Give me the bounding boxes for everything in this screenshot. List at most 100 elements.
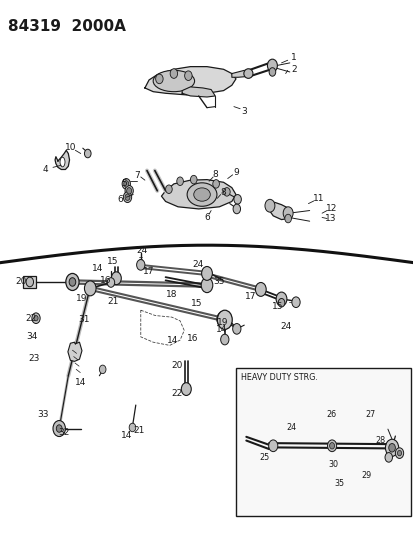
Circle shape (394, 448, 403, 458)
Circle shape (264, 199, 274, 212)
Text: 14: 14 (167, 336, 178, 344)
Circle shape (384, 453, 392, 462)
Ellipse shape (153, 70, 194, 92)
Circle shape (233, 204, 240, 214)
Circle shape (99, 365, 106, 374)
Text: 11: 11 (312, 194, 324, 203)
Text: 33: 33 (38, 410, 49, 419)
Ellipse shape (243, 69, 252, 78)
Text: 84319  2000A: 84319 2000A (8, 19, 126, 34)
Text: 17: 17 (244, 292, 256, 301)
Circle shape (223, 188, 230, 196)
Circle shape (255, 282, 266, 296)
Text: 23: 23 (28, 354, 40, 362)
Circle shape (201, 278, 212, 293)
Circle shape (122, 179, 130, 189)
Circle shape (165, 185, 172, 193)
Text: 20: 20 (171, 361, 183, 369)
Circle shape (267, 59, 277, 72)
Circle shape (176, 177, 183, 185)
Circle shape (284, 214, 291, 223)
Text: 29: 29 (361, 471, 371, 480)
Circle shape (268, 440, 277, 451)
Text: 6: 6 (204, 213, 209, 222)
Circle shape (123, 181, 128, 187)
Text: 24: 24 (192, 260, 203, 269)
Text: 24: 24 (279, 322, 291, 330)
Circle shape (181, 383, 191, 395)
Circle shape (125, 185, 133, 196)
Text: 10: 10 (64, 143, 76, 151)
Circle shape (201, 266, 212, 280)
Circle shape (275, 292, 286, 306)
Text: 16: 16 (100, 277, 111, 285)
Circle shape (123, 192, 131, 203)
Polygon shape (231, 70, 247, 77)
Text: 34: 34 (26, 333, 38, 341)
Circle shape (388, 443, 394, 452)
Text: 20: 20 (16, 278, 27, 286)
Text: 14: 14 (91, 264, 103, 272)
Text: 30: 30 (328, 461, 338, 470)
Text: 14: 14 (120, 431, 132, 440)
Circle shape (155, 74, 163, 84)
Text: 25: 25 (259, 454, 269, 462)
Circle shape (26, 277, 33, 287)
Circle shape (136, 260, 145, 270)
Circle shape (170, 69, 177, 78)
Circle shape (327, 440, 336, 451)
Text: 31: 31 (78, 316, 89, 324)
Circle shape (220, 334, 228, 345)
Polygon shape (268, 201, 289, 220)
Text: 6: 6 (117, 196, 123, 204)
Circle shape (129, 423, 135, 432)
Circle shape (126, 188, 131, 194)
Circle shape (216, 312, 228, 327)
Circle shape (212, 180, 219, 188)
Text: 13: 13 (325, 214, 336, 223)
Text: 1: 1 (290, 53, 296, 62)
Text: 32: 32 (58, 429, 70, 437)
Polygon shape (68, 342, 82, 361)
Circle shape (53, 421, 65, 437)
Ellipse shape (60, 157, 65, 167)
Text: 22: 22 (25, 314, 37, 323)
Text: 18: 18 (166, 290, 177, 299)
Ellipse shape (187, 183, 216, 206)
Text: 22: 22 (171, 389, 183, 398)
Text: 17: 17 (143, 268, 154, 276)
Circle shape (385, 439, 398, 456)
Circle shape (111, 272, 121, 285)
Circle shape (268, 68, 275, 76)
Bar (235, 368, 410, 516)
Text: 14: 14 (215, 325, 227, 334)
Circle shape (34, 316, 38, 321)
Polygon shape (55, 150, 69, 169)
Text: 35: 35 (213, 277, 225, 286)
Circle shape (125, 194, 130, 200)
Text: 14: 14 (75, 378, 86, 387)
Text: 21: 21 (133, 426, 144, 435)
Text: HEAVY DUTY STRG.: HEAVY DUTY STRG. (240, 373, 317, 382)
Text: 19: 19 (76, 294, 88, 303)
Text: 3: 3 (241, 108, 247, 116)
Text: 15: 15 (107, 257, 118, 265)
Circle shape (66, 273, 79, 290)
Polygon shape (161, 180, 235, 209)
Circle shape (233, 195, 241, 204)
Circle shape (217, 310, 232, 329)
Ellipse shape (193, 188, 210, 201)
Circle shape (69, 278, 76, 286)
Circle shape (396, 450, 401, 456)
Text: 8: 8 (212, 171, 218, 179)
Polygon shape (182, 87, 215, 97)
Text: 9: 9 (233, 168, 238, 176)
Circle shape (107, 278, 114, 287)
Circle shape (278, 298, 284, 307)
Polygon shape (145, 67, 235, 95)
Text: 35: 35 (334, 479, 344, 488)
Text: 15: 15 (190, 300, 202, 308)
Text: 24: 24 (135, 246, 147, 255)
Circle shape (291, 297, 299, 308)
Text: 19: 19 (216, 319, 228, 327)
